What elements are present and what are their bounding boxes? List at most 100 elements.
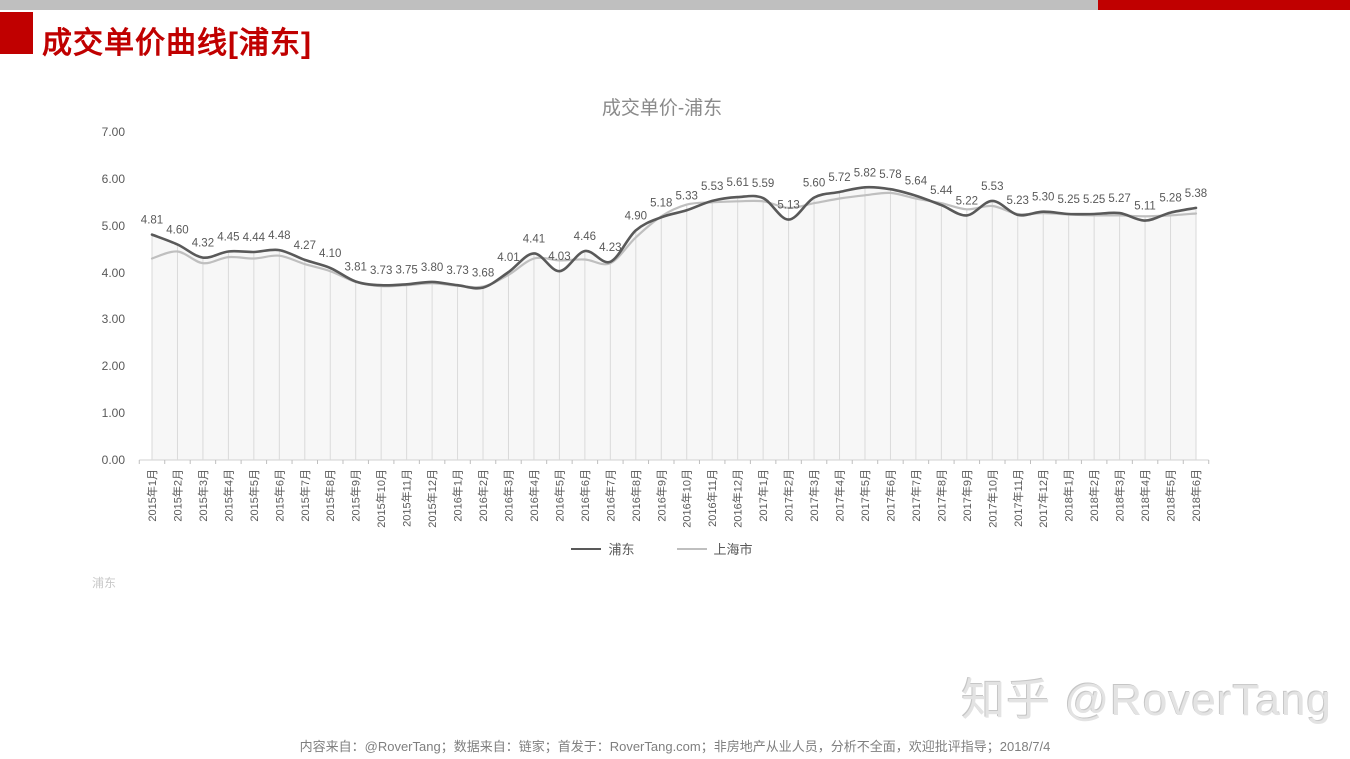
chart-legend: 浦东 上海市 — [0, 539, 1324, 558]
x-axis-tick-label: 2017年4月 — [833, 469, 847, 522]
x-axis-tick-label: 2018年2月 — [1087, 469, 1101, 522]
legend-item-上海市: 上海市 — [676, 539, 753, 558]
y-axis-tick-label: 5.00 — [101, 218, 125, 233]
x-axis-tick-label: 2016年7月 — [603, 469, 617, 522]
watermark-zhihu-rovertang: 知乎 @RoverTang — [961, 676, 1332, 725]
data-label: 4.41 — [523, 233, 545, 245]
top-bar-gray — [0, 0, 1098, 10]
x-axis-tick-label: 2017年1月 — [756, 469, 770, 522]
data-label: 5.82 — [854, 167, 876, 179]
data-label: 5.44 — [930, 185, 953, 197]
x-axis-tick-label: 2017年11月 — [1011, 469, 1025, 527]
x-axis-tick-label: 2017年5月 — [858, 469, 872, 522]
x-axis-tick-label: 2016年1月 — [451, 469, 465, 522]
data-label: 5.38 — [1185, 188, 1207, 200]
y-axis-tick-label: 2.00 — [101, 359, 125, 374]
legend-label: 上海市 — [713, 542, 753, 557]
legend-item-浦东: 浦东 — [571, 539, 635, 558]
pudong-line-path — [150, 185, 1198, 290]
data-label: 5.64 — [905, 176, 928, 188]
x-axis-tick-label: 2015年2月 — [170, 469, 184, 522]
data-label: 3.68 — [472, 268, 494, 280]
y-axis-tick-label: 7.00 — [101, 125, 125, 139]
data-label: 3.81 — [345, 261, 367, 273]
legend-label: 浦东 — [608, 542, 635, 557]
data-label: 5.28 — [1159, 193, 1181, 205]
y-axis-tick-label: 0.00 — [101, 453, 125, 467]
x-axis-tick-label: 2016年4月 — [527, 469, 541, 522]
corner-label: 浦东 — [92, 576, 117, 590]
x-axis-tick-label: 2017年9月 — [960, 469, 974, 522]
x-axis-tick-label: 2018年1月 — [1062, 469, 1076, 522]
data-label: 4.10 — [319, 248, 341, 260]
data-label: 5.61 — [726, 177, 748, 189]
legend-line-swatch — [571, 547, 602, 550]
x-axis-tick-label: 2017年6月 — [883, 469, 897, 522]
x-axis-tick-label: 2015年10月 — [374, 469, 388, 528]
x-axis-tick-label: 2016年8月 — [629, 469, 643, 522]
top-bar-red-accent — [1098, 0, 1350, 10]
y-axis-tick-label: 3.00 — [101, 312, 125, 327]
x-axis-tick-label: 2015年4月 — [221, 469, 235, 522]
data-label: 3.80 — [421, 262, 443, 274]
title-accent-square — [0, 12, 33, 54]
y-axis-tick-label: 4.00 — [101, 265, 125, 280]
x-axis-tick-label: 2015年3月 — [196, 469, 210, 522]
data-label: 4.01 — [497, 252, 519, 264]
x-axis-tick-label: 2018年4月 — [1138, 469, 1152, 522]
data-label: 5.25 — [1057, 194, 1079, 206]
data-label: 3.73 — [370, 265, 392, 277]
x-axis-tick-label: 2017年2月 — [782, 469, 796, 522]
data-label: 3.75 — [395, 264, 417, 276]
x-axis-tick-label: 2016年3月 — [501, 469, 515, 522]
x-axis-tick-label: 2016年6月 — [578, 469, 592, 522]
data-label: 4.03 — [548, 251, 570, 263]
data-label: 5.22 — [956, 195, 978, 207]
footer-note: 内容来自：@RoverTang；数据来自：链家；首发于：RoverTang.co… — [299, 739, 1051, 754]
data-label: 3.73 — [446, 265, 468, 277]
x-axis-tick-label: 2016年5月 — [552, 469, 566, 522]
x-axis-tick-label: 2017年10月 — [985, 469, 999, 528]
area-fill — [152, 187, 1196, 460]
x-axis-tick-label: 2017年8月 — [934, 469, 948, 522]
data-label: 5.18 — [650, 197, 672, 209]
chart-title: 成交单价-浦东 — [601, 98, 723, 119]
y-axis-tick-label: 6.00 — [101, 171, 125, 186]
data-label: 5.13 — [777, 200, 799, 212]
data-label: 5.60 — [803, 178, 825, 190]
x-axis-tick-label: 2015年8月 — [323, 469, 337, 522]
data-label: 5.23 — [1007, 195, 1029, 207]
data-label: 5.30 — [1032, 192, 1054, 204]
data-label: 4.60 — [166, 224, 188, 236]
x-axis-tick-label: 2016年2月 — [476, 469, 490, 522]
data-label: 4.23 — [599, 242, 621, 254]
x-axis-tick-label: 2018年3月 — [1113, 469, 1127, 522]
x-axis-tick-label: 2015年5月 — [247, 469, 261, 522]
x-axis-tick-label: 2015年11月 — [400, 469, 414, 527]
x-axis-tick-label: 2016年11月 — [705, 469, 719, 527]
data-label: 5.33 — [676, 190, 698, 202]
data-label: 5.53 — [981, 181, 1003, 193]
data-label: 5.53 — [701, 181, 723, 193]
x-axis-tick-label: 2017年3月 — [807, 469, 821, 522]
y-axis-tick-label: 1.00 — [101, 406, 125, 421]
x-axis-tick-label: 2015年7月 — [298, 469, 312, 522]
x-axis-tick-label: 2017年7月 — [909, 469, 923, 522]
data-label: 5.27 — [1108, 193, 1130, 205]
data-label: 4.46 — [574, 231, 596, 243]
x-axis-tick-label: 2016年12月 — [731, 469, 745, 528]
data-label: 5.25 — [1083, 194, 1105, 206]
legend-line-swatch — [676, 547, 707, 550]
data-label: 4.45 — [217, 231, 239, 243]
x-axis-tick-label: 2015年12月 — [425, 469, 439, 528]
x-axis-tick-label: 2015年1月 — [145, 469, 159, 522]
data-label: 4.48 — [268, 230, 290, 242]
x-axis-tick-label: 2017年12月 — [1036, 469, 1050, 528]
data-label: 4.90 — [625, 210, 647, 222]
page-title: 成交单价曲线[浦东] — [42, 27, 312, 60]
data-label: 4.32 — [192, 238, 214, 250]
data-label: 4.81 — [141, 215, 163, 227]
x-axis-tick-label: 2018年6月 — [1189, 469, 1203, 522]
